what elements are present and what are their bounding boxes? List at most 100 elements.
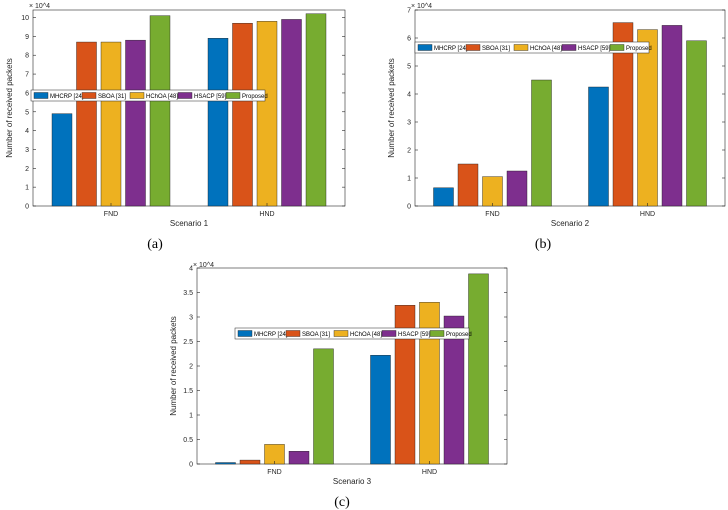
legend-entry: HSACP [59]: [194, 94, 227, 100]
y-tick-label: 9: [25, 34, 29, 41]
y-axis-label: Number of received packets: [169, 316, 178, 416]
bar-fnd-series-2: [76, 41, 97, 207]
legend-entry: HChOA [48]: [530, 46, 562, 52]
y-tick-label: 4: [25, 128, 29, 135]
x-axis-label: Scenario 1: [170, 219, 209, 228]
bar-fnd-series-1: [433, 187, 454, 207]
y-tick-label: 1.5: [183, 388, 193, 395]
bar-hnd-series-1: [207, 38, 229, 207]
y-tick-label: 1: [189, 413, 193, 420]
y-tick-label: 0: [407, 204, 411, 211]
x-tick-label: FND: [267, 469, 281, 476]
legend-swatch: [513, 44, 529, 51]
y-tick-label: 2: [25, 166, 29, 173]
bar-fnd-series-2: [239, 459, 261, 465]
legend-box: [30, 89, 266, 102]
y-tick-label: 2.5: [183, 339, 193, 346]
bar-fnd-series-5: [313, 348, 334, 465]
y-tick-label: 5: [25, 109, 29, 116]
legend-swatch: [177, 92, 193, 99]
legend-swatch: [561, 44, 577, 51]
y-exponent-label: × 10^4: [411, 3, 432, 10]
legend-swatch: [285, 330, 301, 337]
legend-swatch: [381, 330, 397, 337]
y-tick-label: 1: [25, 185, 29, 192]
legend-swatch: [81, 92, 97, 99]
bar-hnd-series-1: [588, 86, 609, 207]
legend-entry: Proposed: [446, 332, 472, 338]
x-tick-label: HND: [640, 211, 655, 218]
bar-fnd-series-2: [457, 163, 479, 207]
y-tick-label: 0: [25, 204, 29, 211]
x-tick-label: HND: [422, 469, 437, 476]
legend-swatch: [333, 330, 349, 337]
legend-entry: Proposed: [626, 46, 652, 52]
y-exponent-label: × 10^4: [193, 262, 214, 269]
bar-hnd-series-1: [370, 355, 391, 465]
y-tick-label: 3.5: [183, 290, 193, 297]
y-tick-label: 3: [407, 120, 411, 127]
legend-box: [414, 41, 650, 54]
y-axis-label: Number of received packets: [387, 58, 396, 158]
x-tick-label: FND: [104, 211, 118, 218]
bar-fnd-series-4: [125, 39, 146, 207]
legend-swatch: [237, 330, 253, 337]
y-tick-label: 2: [407, 148, 411, 155]
chart-panel-2: 0 1 2 3 4 5 6 7× 10^4 FND HND Scenario 2 Number of …: [387, 3, 726, 252]
y-tick-label: 4: [189, 266, 193, 273]
bar-hnd-series-3: [637, 29, 658, 207]
x-tick-label: FND: [485, 211, 499, 218]
x-axis-label: Scenario 3: [333, 477, 372, 486]
legend-entry: SBOA [31]: [302, 332, 330, 338]
y-tick-label: 8: [25, 53, 29, 60]
legend-entry: HChOA [48]: [146, 94, 178, 100]
y-tick-label: 6: [25, 90, 29, 97]
bar-hnd-series-3: [256, 21, 278, 207]
panel-caption: (c): [334, 495, 350, 510]
y-tick-label: 6: [407, 36, 411, 43]
legend: MHCRP [24] SBOA [31] HChOA [48] HSACP [59] P…: [234, 327, 472, 340]
bar-fnd-series-4: [288, 451, 310, 465]
chart-panel-1: 0 1 2 3 4 5 6 7 8 9 10× 10^4 FND HND Scenario 1 Number…: [5, 3, 346, 252]
legend-entry: HSACP [59]: [398, 332, 431, 338]
y-tick-label: 3: [189, 315, 193, 322]
bar-fnd-series-4: [506, 170, 528, 207]
legend-entry: HChOA [48]: [350, 332, 382, 338]
y-tick-label: 2: [189, 364, 193, 371]
y-tick-label: 10: [21, 15, 29, 22]
bar-hnd-series-5: [468, 273, 489, 465]
bar-hnd-series-4: [281, 19, 302, 207]
bar-fnd-series-5: [149, 15, 171, 207]
legend-swatch: [225, 92, 241, 99]
legend-entry: SBOA [31]: [98, 94, 126, 100]
legend-box: [234, 327, 470, 340]
legend-entry: MHCRP [24]: [434, 46, 468, 52]
legend-entry: SBOA [31]: [482, 46, 510, 52]
chart-panel-3: 0 0.5 1 1.5 2 2.5 3 3.5 4 × 10^4 FND HND Scenario 3 N…: [169, 262, 508, 510]
y-tick-label: 7: [25, 72, 29, 79]
y-tick-label: 0: [189, 462, 193, 469]
legend-swatch: [33, 92, 49, 99]
y-tick-label: 7: [407, 8, 411, 15]
y-tick-label: 4: [407, 92, 411, 99]
legend-swatch: [465, 44, 481, 51]
bar-fnd-series-1: [51, 113, 73, 207]
legend-swatch: [129, 92, 145, 99]
panel-caption: (b): [535, 237, 552, 252]
bar-hnd-series-5: [305, 13, 327, 207]
legend-entry: Proposed: [242, 94, 268, 100]
bar-hnd-series-3: [419, 302, 440, 465]
bar-fnd-series-3: [482, 176, 503, 207]
legend-swatch: [429, 330, 445, 337]
legend: MHCRP [24] SBOA [31] HChOA [48] HSACP [59] P…: [30, 89, 268, 102]
legend-entry: MHCRP [24]: [254, 332, 288, 338]
y-axis-label: Number of received packets: [5, 58, 14, 158]
bar-hnd-series-4: [443, 315, 465, 465]
legend: MHCRP [24] SBOA [31] HChOA [48] HSACP [59] P…: [414, 41, 652, 54]
bar-hnd-series-2: [612, 22, 634, 207]
bar-fnd-series-5: [531, 79, 552, 207]
bar-hnd-series-4: [661, 25, 683, 207]
y-exponent-label: × 10^4: [29, 3, 50, 10]
bar-hnd-series-2: [394, 305, 416, 465]
